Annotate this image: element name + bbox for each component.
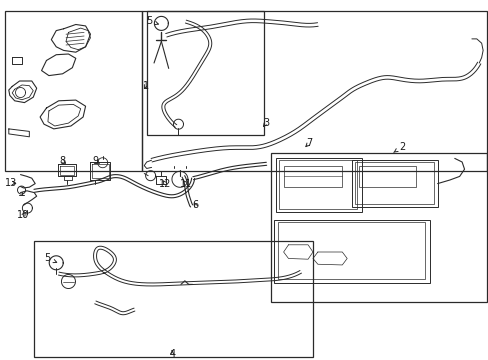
Text: 6: 6 <box>192 200 198 210</box>
Text: 3: 3 <box>263 118 268 128</box>
Text: 1: 1 <box>142 81 148 91</box>
Text: 12: 12 <box>159 179 171 189</box>
Text: 5: 5 <box>146 16 158 26</box>
Text: 5: 5 <box>44 253 57 264</box>
Text: 10: 10 <box>17 210 30 220</box>
Text: 2: 2 <box>393 142 404 152</box>
Text: 13: 13 <box>4 178 17 188</box>
Text: 8: 8 <box>60 156 65 166</box>
Text: 4: 4 <box>169 348 175 359</box>
Text: 11: 11 <box>179 179 192 189</box>
Text: 7: 7 <box>305 138 311 148</box>
Text: 9: 9 <box>93 156 99 166</box>
